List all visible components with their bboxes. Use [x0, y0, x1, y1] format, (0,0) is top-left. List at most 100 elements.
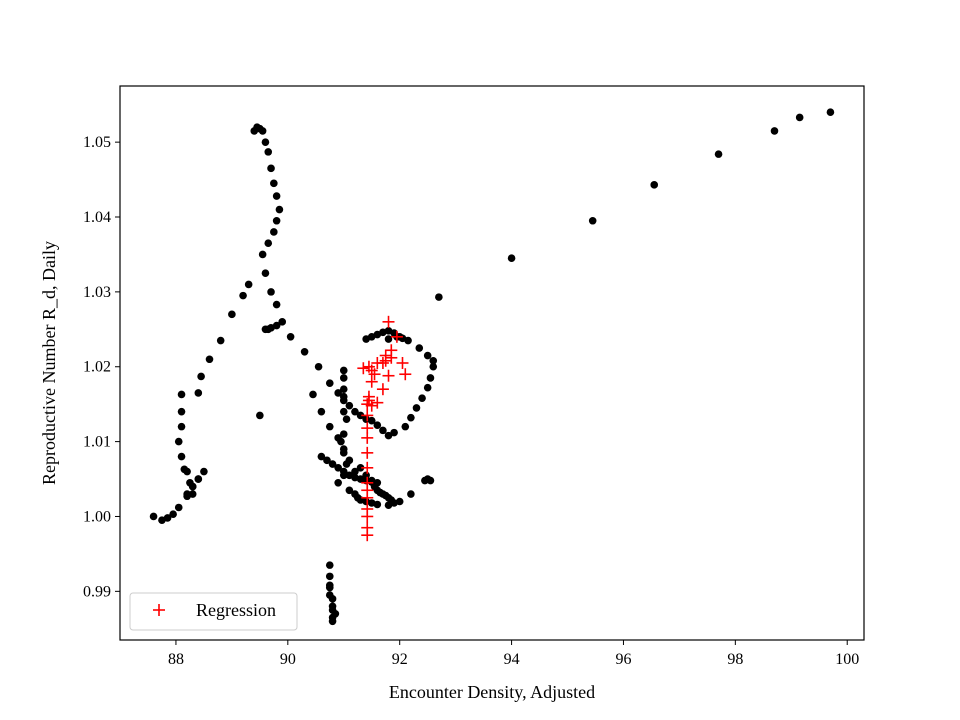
regression-point — [361, 431, 374, 444]
data-point — [507, 254, 516, 262]
data-point — [345, 456, 354, 465]
data-point — [407, 490, 415, 498]
regression-point — [361, 461, 374, 474]
data-point — [435, 293, 443, 301]
data-point — [264, 239, 273, 248]
data-point — [250, 127, 259, 135]
legend-regression-label: Regression — [196, 600, 276, 620]
regression-point — [376, 357, 389, 369]
regression-point — [382, 369, 395, 382]
data-point — [770, 127, 779, 135]
data-point — [244, 280, 253, 289]
regression-point — [362, 390, 375, 403]
data-point — [272, 321, 281, 330]
regression-point — [365, 399, 378, 412]
data-point — [339, 445, 348, 453]
y-tick-label: 1.04 — [83, 209, 111, 226]
legend: Regression — [129, 592, 298, 631]
regression-point — [365, 375, 378, 388]
data-point — [339, 430, 348, 438]
data-point — [334, 478, 342, 487]
plot-background — [120, 86, 864, 640]
data-point — [228, 310, 236, 319]
y-tick-label: 1.00 — [83, 508, 111, 525]
data-point — [197, 372, 205, 381]
y-axis-title: Reproductive Number R_d, Daily — [39, 241, 59, 485]
data-point — [379, 426, 387, 435]
x-tick-label: 94 — [504, 651, 520, 668]
data-point — [325, 572, 334, 581]
regression-point — [385, 351, 398, 364]
x-tick-label: 90 — [280, 651, 296, 668]
regression-point — [361, 510, 374, 523]
x-axis-title: Encounter Density, Adjusted — [389, 682, 595, 702]
data-point — [267, 288, 275, 296]
data-point — [169, 510, 177, 519]
data-point — [404, 336, 412, 345]
data-point — [384, 335, 393, 343]
regression-point — [371, 396, 384, 409]
data-point — [339, 374, 348, 382]
data-point — [351, 407, 359, 416]
data-point — [325, 591, 334, 599]
data-point — [356, 411, 365, 420]
data-point — [418, 394, 426, 402]
data-point — [314, 362, 323, 371]
x-tick-label: 88 — [168, 651, 184, 668]
data-point — [795, 113, 804, 122]
regression-point — [399, 368, 412, 381]
regression-point — [361, 446, 374, 459]
plot-frame — [119, 85, 865, 641]
data-point — [272, 192, 281, 200]
data-point — [323, 456, 331, 465]
data-point — [334, 434, 342, 442]
data-point — [325, 581, 334, 590]
data-point — [174, 437, 183, 446]
data-point — [149, 512, 158, 521]
data-point — [272, 216, 281, 225]
regression-point — [357, 362, 370, 375]
data-point — [339, 385, 348, 394]
data-point — [163, 514, 172, 522]
data-point — [177, 407, 186, 416]
data-point — [429, 362, 438, 371]
data-point — [264, 325, 273, 334]
data-point — [177, 422, 186, 431]
data-point — [373, 478, 382, 487]
data-point — [270, 228, 278, 236]
data-point — [188, 490, 197, 498]
y-tick-label: 0.99 — [83, 583, 111, 600]
data-point — [183, 467, 191, 476]
data-point — [325, 422, 334, 431]
data-point — [714, 150, 723, 158]
data-point — [334, 464, 342, 472]
data-point — [239, 291, 247, 300]
data-point — [258, 250, 267, 259]
data-point — [429, 356, 438, 365]
data-point — [325, 379, 334, 388]
data-point — [650, 181, 659, 189]
data-point — [423, 383, 432, 392]
data-point — [426, 374, 435, 382]
data-point — [200, 467, 208, 476]
data-point — [395, 497, 404, 506]
data-point — [387, 496, 396, 504]
data-point — [412, 404, 421, 412]
data-point — [426, 476, 435, 485]
data-point — [345, 401, 354, 410]
data-point — [317, 452, 326, 461]
data-point — [373, 500, 382, 509]
data-point — [588, 216, 597, 225]
data-point — [415, 344, 424, 352]
data-point — [300, 347, 309, 356]
data-point — [317, 407, 326, 416]
data-point — [401, 422, 410, 431]
data-point — [183, 490, 191, 498]
data-point — [339, 407, 348, 416]
x-tick-label: 96 — [615, 651, 631, 668]
data-point — [264, 148, 273, 156]
data-point — [174, 503, 183, 512]
data-point — [270, 179, 278, 188]
